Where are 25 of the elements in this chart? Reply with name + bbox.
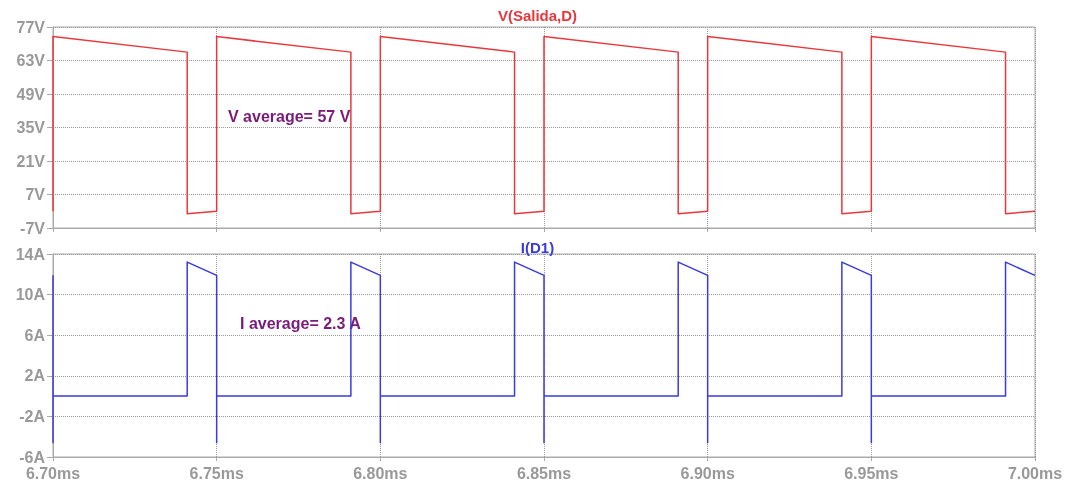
y-tick-label: 7V [25, 186, 46, 203]
chart-title: I(D1) [520, 239, 555, 256]
y-tick-label: 21V [16, 152, 46, 170]
line-series [52, 35, 1036, 215]
x-tick-label: 6.75ms [189, 464, 244, 482]
y-tick-label: 49V [16, 85, 46, 103]
annotation: V average= 57 V [228, 107, 351, 125]
y-tick-label: 77V [16, 18, 46, 36]
x-tick-label: 6.90ms [680, 464, 735, 482]
x-tick-label: 6.80ms [353, 464, 408, 482]
y-tick-label: 2A [24, 367, 46, 385]
x-tick-label: 7.00ms [1007, 464, 1063, 482]
y-tick-label: -2A [19, 407, 46, 425]
x-tick-label: 6.85ms [516, 464, 572, 482]
y-tick-label: 6A [24, 326, 46, 344]
x-tick-label: 6.95ms [844, 464, 899, 482]
line-series [52, 261, 1036, 444]
x-tick-label: 6.70ms [25, 464, 81, 482]
y-tick-label: 35V [16, 119, 46, 136]
y-tick-label: -6A [19, 448, 46, 466]
y-tick-label: 14A [15, 245, 46, 263]
chart-title: V(Salida,D) [497, 7, 578, 24]
y-tick-label: 10A [15, 286, 46, 304]
y-tick-label: 63V [16, 52, 46, 69]
y-tick-label: -7V [20, 219, 46, 237]
